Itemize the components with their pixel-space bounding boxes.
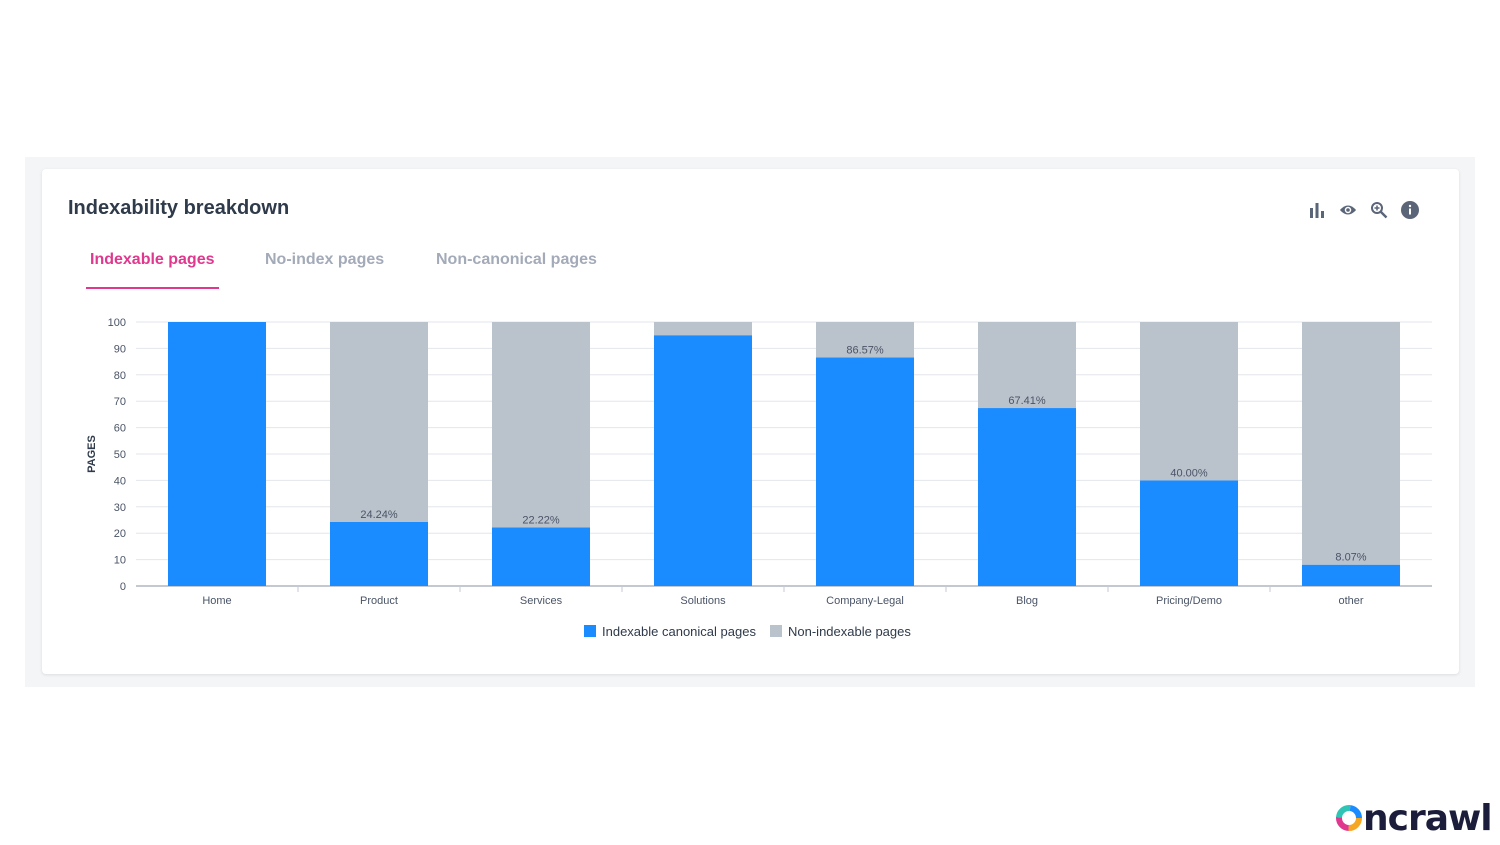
legend-swatch-indexable — [584, 625, 596, 637]
bar-indexable — [492, 527, 590, 586]
bar-indexable — [816, 357, 914, 586]
bar-indexable — [168, 322, 266, 586]
y-tick-label: 20 — [114, 528, 126, 540]
bar-indexable — [978, 408, 1076, 586]
bar-non-indexable — [978, 322, 1076, 409]
tab-non-canonical-pages[interactable]: Non-canonical pages — [436, 251, 597, 268]
bar-non-indexable — [654, 322, 752, 336]
bar-indexable — [654, 335, 752, 586]
x-tick-label: Company-Legal — [826, 595, 904, 607]
bar-non-indexable — [816, 322, 914, 358]
y-tick-label: 80 — [114, 370, 126, 382]
y-tick-label: 0 — [120, 581, 126, 593]
x-tick-label: Pricing/Demo — [1156, 595, 1222, 607]
tab-indexable-pages[interactable]: Indexable pages — [86, 251, 219, 289]
y-tick-label: 60 — [114, 423, 126, 435]
data-label: 67.41% — [1008, 395, 1046, 407]
card-title: Indexability breakdown — [68, 197, 290, 219]
info-icon[interactable] — [1401, 201, 1419, 219]
tab-no-index-pages[interactable]: No-index pages — [265, 251, 385, 268]
x-tick-label: Home — [202, 595, 231, 607]
x-tick-label: Product — [360, 595, 398, 607]
bar-indexable — [330, 522, 428, 586]
y-tick-label: 100 — [108, 317, 126, 329]
zoom-icon[interactable] — [1370, 201, 1388, 219]
bar-non-indexable — [1140, 322, 1238, 481]
bar-non-indexable — [492, 322, 590, 528]
eye-icon[interactable] — [1339, 201, 1357, 219]
legend-label-indexable: Indexable canonical pages — [602, 624, 756, 639]
x-tick-label: Services — [520, 595, 563, 607]
x-tick-label: other — [1338, 595, 1363, 607]
legend-label-non-indexable: Non-indexable pages — [788, 624, 911, 639]
data-label: 8.07% — [1335, 552, 1366, 564]
y-tick-label: 70 — [114, 396, 126, 408]
y-tick-label: 40 — [114, 475, 126, 487]
bar-non-indexable — [1302, 322, 1400, 565]
data-label: 40.00% — [1170, 467, 1208, 479]
y-tick-label: 30 — [114, 502, 126, 514]
legend-swatch-non-indexable — [770, 625, 782, 637]
logo-text: ncrawl — [1363, 798, 1492, 836]
oncrawl-logo: ncrawl — [1336, 796, 1496, 840]
y-axis-label: PAGES — [86, 435, 98, 473]
bar-indexable — [1140, 480, 1238, 586]
data-label: 86.57% — [846, 344, 884, 356]
bar-indexable — [1302, 564, 1400, 586]
bar-chart-icon[interactable] — [1308, 201, 1326, 219]
bar-non-indexable — [330, 322, 428, 523]
x-tick-label: Blog — [1016, 595, 1038, 607]
y-tick-label: 90 — [114, 343, 126, 355]
x-tick-label: Solutions — [680, 595, 726, 607]
data-label: 22.22% — [522, 514, 560, 526]
y-tick-label: 10 — [114, 555, 126, 567]
y-tick-label: 50 — [114, 449, 126, 461]
chart-toolbar — [1308, 201, 1419, 219]
data-label: 24.24% — [360, 509, 398, 521]
